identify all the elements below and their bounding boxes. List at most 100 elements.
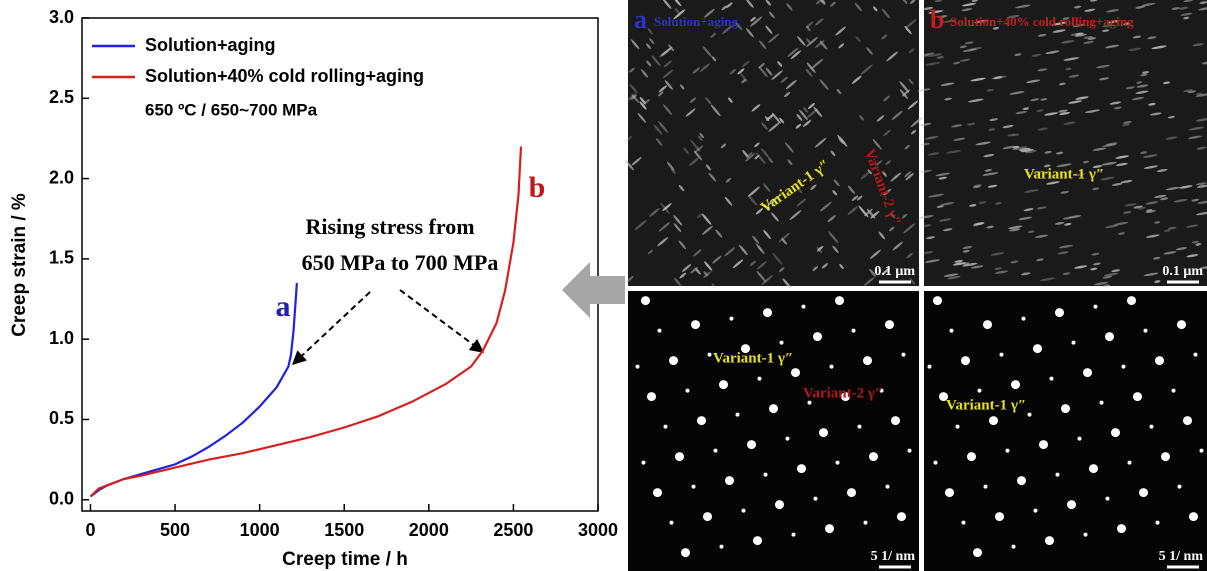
- diffraction-spot: [1127, 296, 1136, 305]
- diffraction-spot: [1045, 536, 1054, 545]
- diffraction-spot: [708, 353, 712, 357]
- diffraction-spot: [1034, 509, 1038, 513]
- x-tick-label: 500: [160, 520, 190, 540]
- diffraction-spot: [886, 485, 890, 489]
- diffraction-spot: [670, 521, 674, 525]
- diffraction-spot: [961, 356, 970, 365]
- diffraction-spot: [1194, 353, 1198, 357]
- diffraction-spot: [747, 440, 756, 449]
- diffraction-spot: [792, 533, 796, 537]
- diffraction-spot: [641, 296, 650, 305]
- diffraction-spot: [1017, 476, 1026, 485]
- diffraction-spot: [983, 320, 992, 329]
- diffraction-spot: [1000, 353, 1004, 357]
- diffraction-spot: [934, 461, 938, 465]
- y-tick-label: 1.0: [49, 328, 74, 348]
- diffraction-spot: [1100, 401, 1104, 405]
- annotation: 650 MPa to 700 MPa: [302, 250, 499, 275]
- diffraction-spot: [864, 521, 868, 525]
- diffraction-spot: [825, 524, 834, 533]
- diffraction-spot: [653, 488, 662, 497]
- diffraction-spot: [692, 485, 696, 489]
- diffraction-spot: [658, 329, 662, 333]
- diffraction-spot: [830, 365, 834, 369]
- diffraction-spot: [1012, 545, 1016, 549]
- diffraction-spot: [1083, 368, 1092, 377]
- annotation: Rising stress from: [305, 214, 474, 239]
- diffraction-spot: [1105, 332, 1114, 341]
- series-line: [91, 283, 297, 497]
- micrograph: [924, 291, 1207, 571]
- diffraction-spot: [736, 413, 740, 417]
- diffraction-spot: [813, 332, 822, 341]
- diffraction-spot: [891, 416, 900, 425]
- diffraction-spot: [1028, 413, 1032, 417]
- diffraction-spot: [764, 473, 768, 477]
- x-axis-label: Creep time / h: [282, 549, 408, 570]
- diffraction-spot: [802, 305, 806, 309]
- diffraction-spot: [1156, 521, 1160, 525]
- panel-letter: b: [930, 5, 944, 34]
- diffraction-spot: [956, 425, 960, 429]
- variant-label: Variant-1 γ″: [946, 397, 1026, 413]
- diffraction-spot: [973, 548, 982, 557]
- diffraction-spot: [1056, 473, 1060, 477]
- diffraction-spot: [691, 320, 700, 329]
- diffraction-spot: [908, 449, 912, 453]
- diffraction-spot: [714, 449, 718, 453]
- figure: Creep time / h Creep strain / % 650 ºC /…: [0, 0, 1207, 571]
- diffraction-spot: [835, 296, 844, 305]
- diffraction-spot: [933, 296, 942, 305]
- diffraction-spot: [967, 452, 976, 461]
- diffraction-spot: [647, 392, 656, 401]
- curve-label: a: [276, 290, 291, 323]
- diffraction-spot: [814, 497, 818, 501]
- diffraction-spot: [1144, 329, 1148, 333]
- x-tick-label: 0: [85, 520, 95, 540]
- diffraction-spot: [1177, 320, 1186, 329]
- diffraction-spot: [1039, 440, 1048, 449]
- diffraction-spot: [863, 356, 872, 365]
- diffraction-spot: [858, 425, 862, 429]
- diffraction-spot: [681, 548, 690, 557]
- diffraction-spot: [1172, 389, 1176, 393]
- diffraction-spot: [742, 509, 746, 513]
- diffraction-spot: [897, 512, 906, 521]
- diffraction-spot: [725, 476, 734, 485]
- diffraction-spot: [1089, 464, 1098, 473]
- diffraction-spot: [885, 320, 894, 329]
- diffraction-spot: [1139, 488, 1148, 497]
- diffraction-spot: [1161, 452, 1170, 461]
- diffraction-spot: [1133, 392, 1142, 401]
- diffraction-spot: [950, 329, 954, 333]
- y-tick-label: 3.0: [49, 7, 74, 27]
- diffraction-spot: [797, 464, 806, 473]
- diffraction-spot: [786, 437, 790, 441]
- panel-title: Solution+40% cold rolling+aging: [950, 14, 1134, 29]
- scale-label: 0.1 μm: [874, 264, 915, 279]
- diffraction-spot: [1055, 308, 1064, 317]
- x-tick-label: 1500: [324, 520, 364, 540]
- arrow: [293, 292, 370, 364]
- scale-label: 5 1/ nm: [1159, 549, 1204, 564]
- diffraction-spot: [720, 545, 724, 549]
- diffraction-spot: [642, 461, 646, 465]
- diffraction-spot: [819, 428, 828, 437]
- panel-title: Solution+aging: [654, 14, 738, 29]
- diffraction-spot: [989, 416, 998, 425]
- diffraction-spot: [836, 461, 840, 465]
- diffraction-spot: [1078, 437, 1082, 441]
- y-tick-label: 2.0: [49, 167, 74, 187]
- arrow: [562, 262, 625, 318]
- diffraction-spot: [686, 389, 690, 393]
- diffraction-spot: [753, 536, 762, 545]
- diffraction-spot: [1111, 428, 1120, 437]
- diffraction-spot: [847, 488, 856, 497]
- scale-label: 5 1/ nm: [871, 549, 916, 564]
- diffraction-spot: [962, 521, 966, 525]
- diffraction-spot: [945, 488, 954, 497]
- diffraction-spot: [1122, 365, 1126, 369]
- variant-label: Variant-1 γ″: [713, 350, 793, 366]
- diffraction-spot: [902, 353, 906, 357]
